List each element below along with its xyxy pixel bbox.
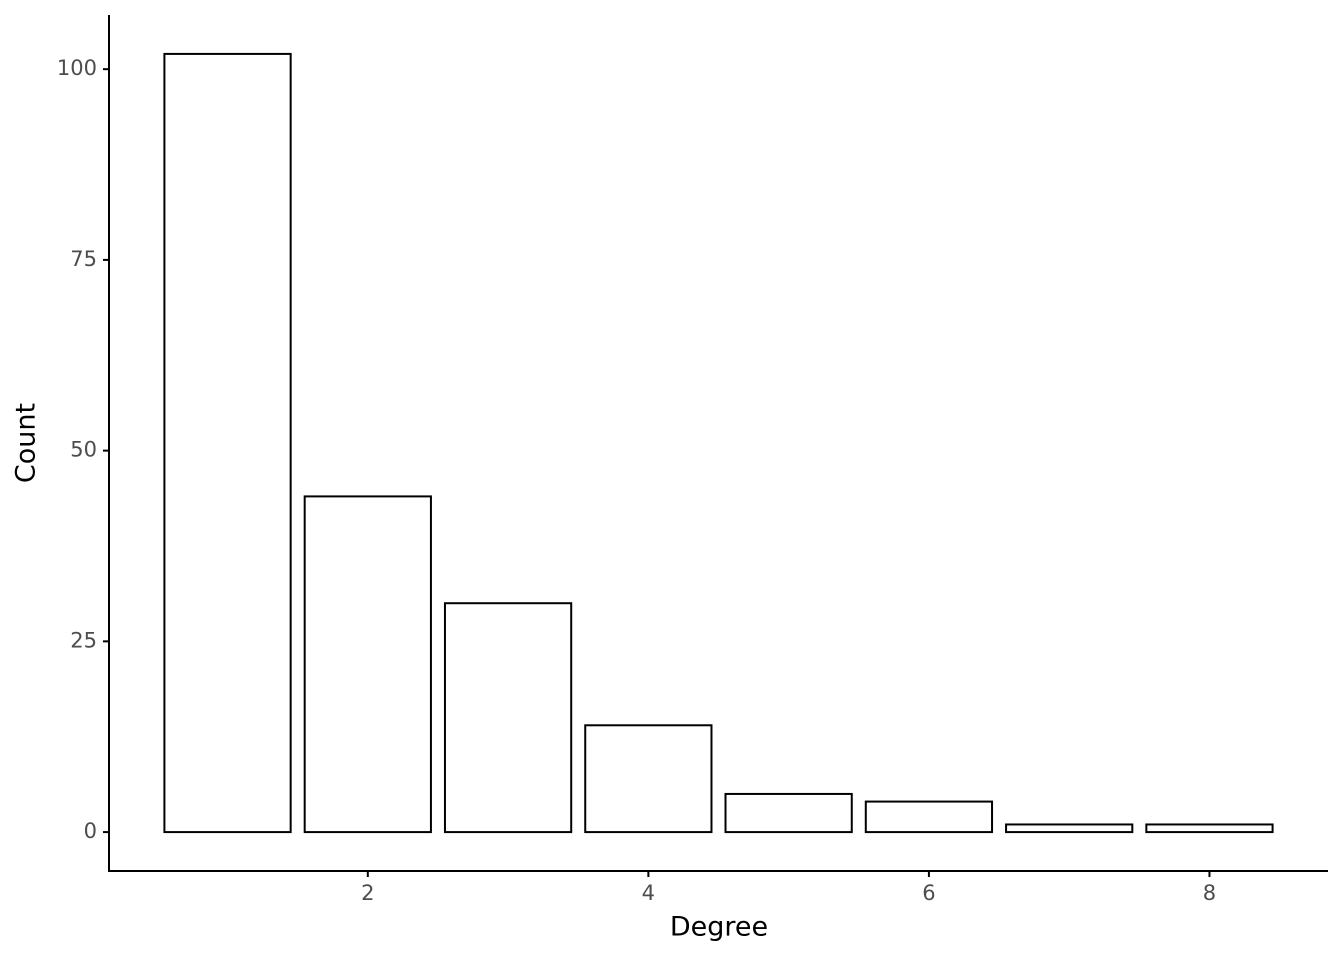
bar: [443, 602, 573, 834]
x-tick-label: 6: [922, 881, 935, 905]
y-tick-label: 75: [70, 247, 97, 271]
y-axis-title: Count: [11, 403, 42, 483]
x-axis-title: Degree: [670, 912, 768, 943]
bar: [163, 52, 292, 834]
bar: [1005, 823, 1134, 834]
x-tick-label: 2: [361, 881, 374, 905]
y-tick-label: 50: [70, 438, 97, 462]
y-tick-label: 25: [70, 628, 97, 652]
bar: [724, 792, 853, 834]
y-tick-label: 0: [84, 819, 97, 843]
bar: [584, 724, 713, 834]
bar: [864, 800, 994, 834]
x-tick-label: 4: [642, 881, 655, 905]
bar: [1145, 823, 1274, 834]
x-tick-label: 8: [1203, 881, 1216, 905]
y-tick-label: 100: [57, 56, 97, 80]
bar: [303, 495, 432, 834]
